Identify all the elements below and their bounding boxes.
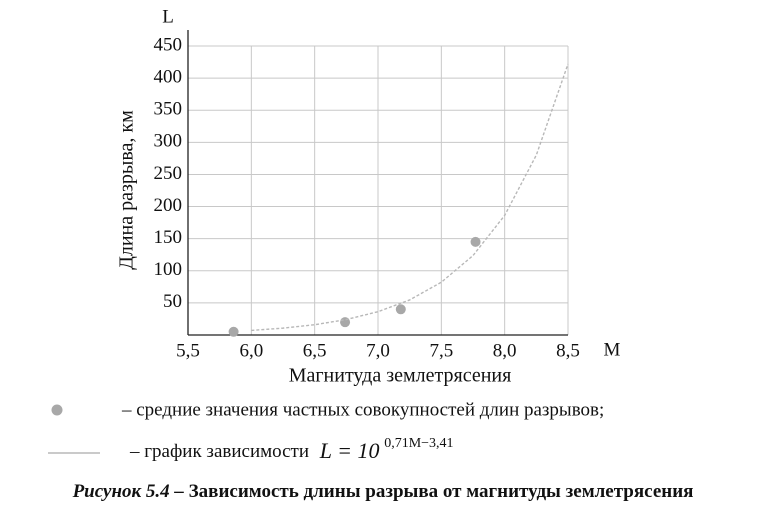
y-tick-label: 350 bbox=[154, 99, 183, 120]
x-tick-label: 6,5 bbox=[303, 340, 327, 361]
x-tick-label: 8,0 bbox=[493, 340, 517, 361]
caption: Рисунок 5.4 – Зависимость длины разрыва … bbox=[72, 481, 694, 502]
x-axis-label: Магнитуда землетрясения bbox=[289, 365, 512, 387]
y-tick-label: 400 bbox=[154, 66, 183, 87]
y-tick-label: 100 bbox=[154, 259, 183, 280]
y-tick-label: 150 bbox=[154, 227, 183, 248]
point bbox=[228, 326, 239, 337]
legend-points: – средние значения частных совокупностей… bbox=[121, 399, 604, 420]
x-tick-label: 5,5 bbox=[176, 340, 200, 361]
x-tick-label: 8,5 bbox=[556, 340, 580, 361]
formula-exponent: 0,71M−3,41 bbox=[384, 436, 453, 451]
legend-point-swatch bbox=[51, 404, 63, 416]
y-axis-symbol: L bbox=[162, 6, 174, 27]
point bbox=[470, 236, 481, 247]
curve bbox=[251, 63, 569, 332]
y-axis-label: Длина разрыва, км bbox=[116, 110, 138, 270]
caption-number: Рисунок 5.4 – bbox=[72, 481, 185, 502]
x-tick-label: 7,0 bbox=[366, 340, 390, 361]
y-tick-label: 200 bbox=[154, 195, 183, 216]
y-tick-label: 250 bbox=[154, 163, 183, 184]
y-tick-label: 450 bbox=[154, 34, 183, 55]
y-tick-label: 300 bbox=[154, 131, 183, 152]
legend-line-label: – график зависимости bbox=[129, 441, 309, 462]
x-tick-label: 6,0 bbox=[239, 340, 263, 361]
x-axis-symbol: M bbox=[604, 339, 621, 360]
chart-title: Зависимость длины разрыва от магнитуды з… bbox=[189, 481, 694, 502]
point bbox=[340, 317, 351, 328]
point bbox=[395, 304, 406, 315]
legend-line: – график зависимости L = 10 0,71M−3,41 bbox=[129, 436, 454, 463]
formula: L = 10 bbox=[319, 438, 380, 463]
x-tick-label: 7,5 bbox=[429, 340, 453, 361]
y-tick-label: 50 bbox=[163, 291, 182, 312]
